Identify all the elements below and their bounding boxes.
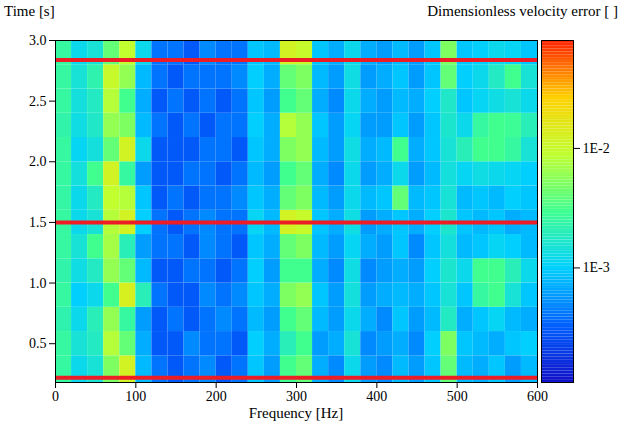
svg-text:1E-2: 1E-2	[583, 141, 610, 156]
svg-text:1.0: 1.0	[29, 276, 47, 291]
svg-text:2.5: 2.5	[29, 94, 47, 109]
svg-text:600: 600	[527, 389, 548, 404]
html-text:Dimensionless velocity error [: Dimensionless velocity error [ ]	[427, 3, 618, 19]
svg-text:1.5: 1.5	[29, 215, 47, 230]
svg-text:0: 0	[52, 389, 59, 404]
svg-text:300: 300	[286, 389, 307, 404]
html-text:Time [s]: Time [s]	[4, 3, 55, 19]
svg-text:200: 200	[206, 389, 227, 404]
svg-text:2.0: 2.0	[29, 154, 47, 169]
svg-text:3.0: 3.0	[29, 33, 47, 48]
svg-text:500: 500	[447, 389, 468, 404]
svg-text:1E-3: 1E-3	[583, 260, 610, 275]
svg-text:0.5: 0.5	[29, 336, 47, 351]
html-text:Frequency [Hz]: Frequency [Hz]	[248, 405, 344, 421]
svg-text:100: 100	[125, 389, 146, 404]
svg-text:400: 400	[366, 389, 387, 404]
